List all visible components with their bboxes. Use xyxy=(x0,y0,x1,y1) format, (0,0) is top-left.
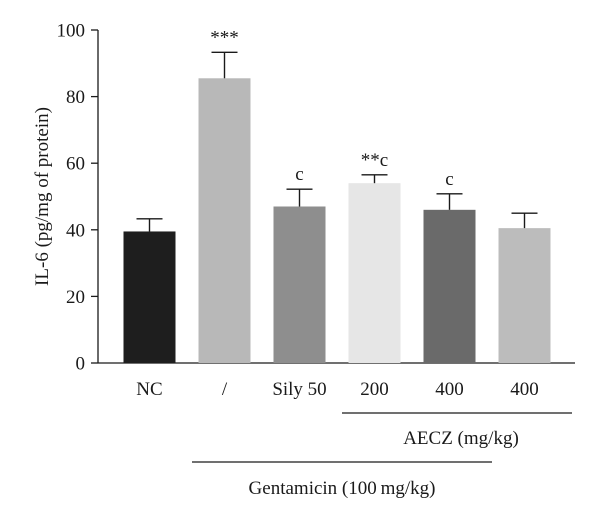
x-tick-label: 400 xyxy=(510,379,539,400)
x-tick-label: NC xyxy=(136,379,162,400)
y-tick-label: 0 xyxy=(76,354,86,375)
bar xyxy=(198,78,251,363)
significance-label: **c xyxy=(361,150,388,171)
y-tick-label: 100 xyxy=(57,21,86,42)
y-tick-label: 80 xyxy=(66,87,85,108)
x-tick-label: Sily 50 xyxy=(272,379,326,400)
bar xyxy=(123,231,176,363)
significance-annotations: *** c **c c xyxy=(210,27,453,190)
bar xyxy=(423,209,476,363)
significance-label: c xyxy=(295,164,303,185)
error-bars xyxy=(136,51,538,232)
y-tick-label: 40 xyxy=(66,220,85,241)
significance-label: c xyxy=(445,169,453,190)
y-axis: 0 20 40 60 80 100 xyxy=(57,21,575,375)
y-axis-label: IL-6 (pg/mg of protein) xyxy=(32,107,53,286)
group-label: Gentamicin (100 mg/kg) xyxy=(249,478,436,499)
group-label: AECZ (mg/kg) xyxy=(403,428,519,449)
x-tick-label: / xyxy=(222,379,228,400)
x-tick-label: 400 xyxy=(435,379,464,400)
bar xyxy=(348,183,401,363)
group-brackets: AECZ (mg/kg) Gentamicin (100 mg/kg) xyxy=(192,412,572,499)
bar xyxy=(498,228,551,363)
significance-label: *** xyxy=(210,27,239,48)
x-tick-label: 200 xyxy=(360,379,389,400)
bars xyxy=(123,78,551,363)
y-tick-label: 60 xyxy=(66,154,85,175)
bar xyxy=(273,206,326,363)
x-tick-labels: NC / Sily 50 200 400 400 xyxy=(136,379,538,400)
y-tick-label: 20 xyxy=(66,287,85,308)
